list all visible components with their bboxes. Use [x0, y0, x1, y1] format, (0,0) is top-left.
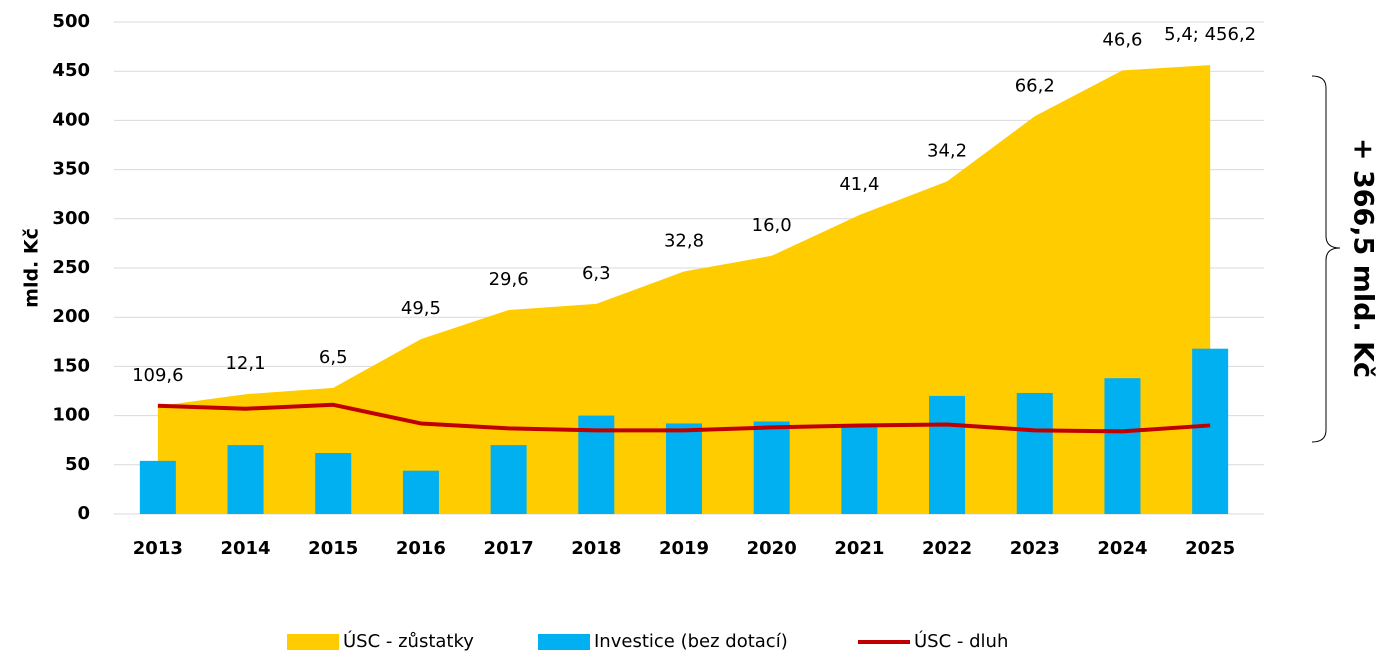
- legend-label: ÚSC - zůstatky: [343, 630, 474, 652]
- annotation: 12,1: [225, 353, 265, 374]
- bar: [1016, 392, 1053, 514]
- annotation: 109,6: [132, 365, 184, 386]
- annotation: 29,6: [489, 269, 529, 290]
- x-tick-label: 2014: [220, 538, 270, 559]
- side-note: + 366,5 mld. Kč: [1348, 138, 1379, 378]
- x-tick-label: 2013: [133, 538, 183, 559]
- x-tick-label: 2020: [747, 538, 797, 559]
- bar: [227, 445, 264, 514]
- bar: [666, 423, 702, 514]
- annotation: 34,2: [927, 140, 967, 161]
- x-tick-label: 2024: [1097, 538, 1147, 559]
- annotation: 66,2: [1015, 75, 1055, 96]
- annotation: 16,0: [752, 215, 792, 236]
- bar: [139, 460, 176, 514]
- y-tick-label: 400: [52, 109, 90, 130]
- bar: [1192, 348, 1229, 514]
- x-tick-label: 2025: [1185, 538, 1235, 559]
- line: [157, 402, 1211, 434]
- annotation: 49,5: [401, 298, 441, 319]
- x-tick-label: 2019: [659, 538, 709, 559]
- bar: [753, 421, 790, 514]
- x-tick-label: 2022: [922, 538, 972, 559]
- y-tick-label: 250: [52, 257, 90, 278]
- y-tick-label: 50: [65, 454, 90, 475]
- y-tick-label: 300: [52, 208, 90, 229]
- legend-label: ÚSC - dluh: [914, 630, 1008, 652]
- annotation: 6,3: [582, 263, 611, 284]
- y-tick-label: 150: [52, 355, 90, 376]
- bar: [490, 445, 527, 514]
- x-tick-label: 2021: [834, 538, 884, 559]
- y-axis-label: mld. Kč: [21, 228, 43, 308]
- bar: [841, 425, 878, 514]
- legend-label: Investice (bez dotací): [594, 631, 788, 652]
- x-tick-label: 2023: [1010, 538, 1060, 559]
- y-tick-label: 350: [52, 159, 90, 180]
- legend-swatch: [287, 634, 339, 650]
- x-tick-label: 2018: [571, 538, 621, 559]
- y-tick-label: 450: [52, 60, 90, 81]
- x-tick-label: 2015: [308, 538, 358, 559]
- bar: [402, 470, 439, 514]
- annotation: 32,8: [664, 231, 704, 252]
- bar: [1104, 378, 1141, 514]
- bar: [315, 452, 352, 514]
- annotation: 6,5: [319, 347, 348, 368]
- bar: [929, 395, 966, 514]
- annotation: 41,4: [839, 174, 879, 195]
- x-tick-label: 2017: [484, 538, 534, 559]
- bracket: [1311, 75, 1341, 443]
- x-tick-label: 2016: [396, 538, 446, 559]
- annotation: 5,4; 456,2: [1164, 24, 1256, 45]
- y-tick-label: 100: [52, 405, 90, 426]
- y-tick-label: 0: [77, 503, 90, 524]
- y-tick-label: 200: [52, 306, 90, 327]
- annotation: 46,6: [1102, 29, 1142, 50]
- legend-swatch: [538, 634, 590, 650]
- y-tick-label: 500: [52, 11, 90, 32]
